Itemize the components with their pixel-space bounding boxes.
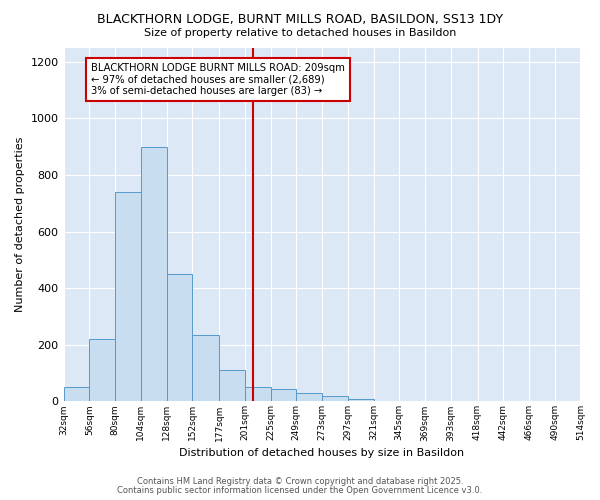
Bar: [296, 393, 322, 402]
Bar: [245, 387, 271, 402]
Bar: [115, 192, 141, 402]
Text: Contains public sector information licensed under the Open Government Licence v3: Contains public sector information licen…: [118, 486, 482, 495]
Bar: [348, 398, 374, 402]
Bar: [89, 339, 115, 402]
Bar: [322, 396, 348, 402]
Bar: [219, 370, 245, 402]
Bar: [64, 387, 89, 402]
Bar: [167, 274, 192, 402]
Bar: [141, 146, 167, 402]
X-axis label: Distribution of detached houses by size in Basildon: Distribution of detached houses by size …: [179, 448, 464, 458]
Bar: [271, 388, 296, 402]
Text: Size of property relative to detached houses in Basildon: Size of property relative to detached ho…: [144, 28, 456, 38]
Y-axis label: Number of detached properties: Number of detached properties: [15, 137, 25, 312]
Bar: [192, 335, 219, 402]
Text: BLACKTHORN LODGE, BURNT MILLS ROAD, BASILDON, SS13 1DY: BLACKTHORN LODGE, BURNT MILLS ROAD, BASI…: [97, 12, 503, 26]
Text: BLACKTHORN LODGE BURNT MILLS ROAD: 209sqm
← 97% of detached houses are smaller (: BLACKTHORN LODGE BURNT MILLS ROAD: 209sq…: [91, 63, 346, 96]
Text: Contains HM Land Registry data © Crown copyright and database right 2025.: Contains HM Land Registry data © Crown c…: [137, 477, 463, 486]
